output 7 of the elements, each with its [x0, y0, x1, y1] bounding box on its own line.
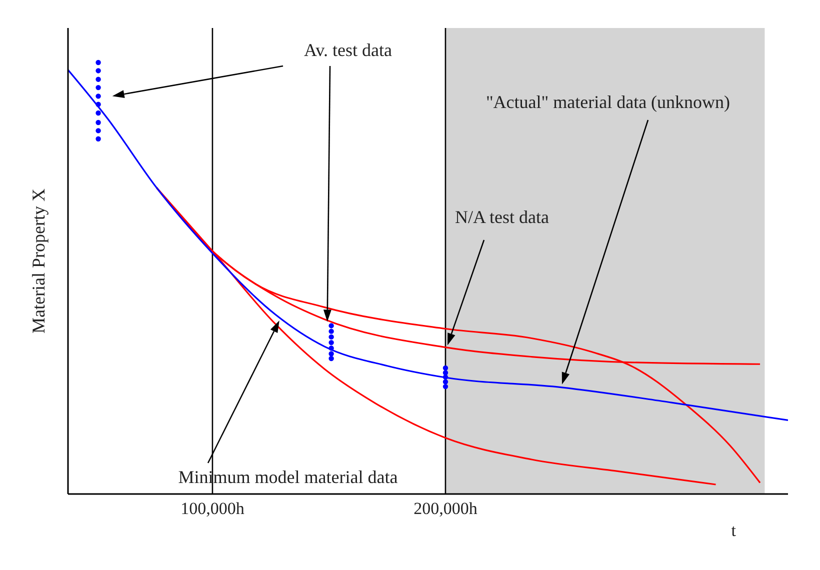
- annotation: N/A test data: [455, 207, 549, 227]
- y-axis-title: Material Property X: [28, 188, 48, 334]
- x-axis-title: t: [731, 521, 736, 540]
- annotation: "Actual" material data (unknown): [486, 92, 730, 112]
- x-tick-label: 100,000h: [180, 499, 245, 518]
- text: Av. test data: [304, 40, 392, 60]
- x-tick-label: 200,000h: [414, 499, 478, 518]
